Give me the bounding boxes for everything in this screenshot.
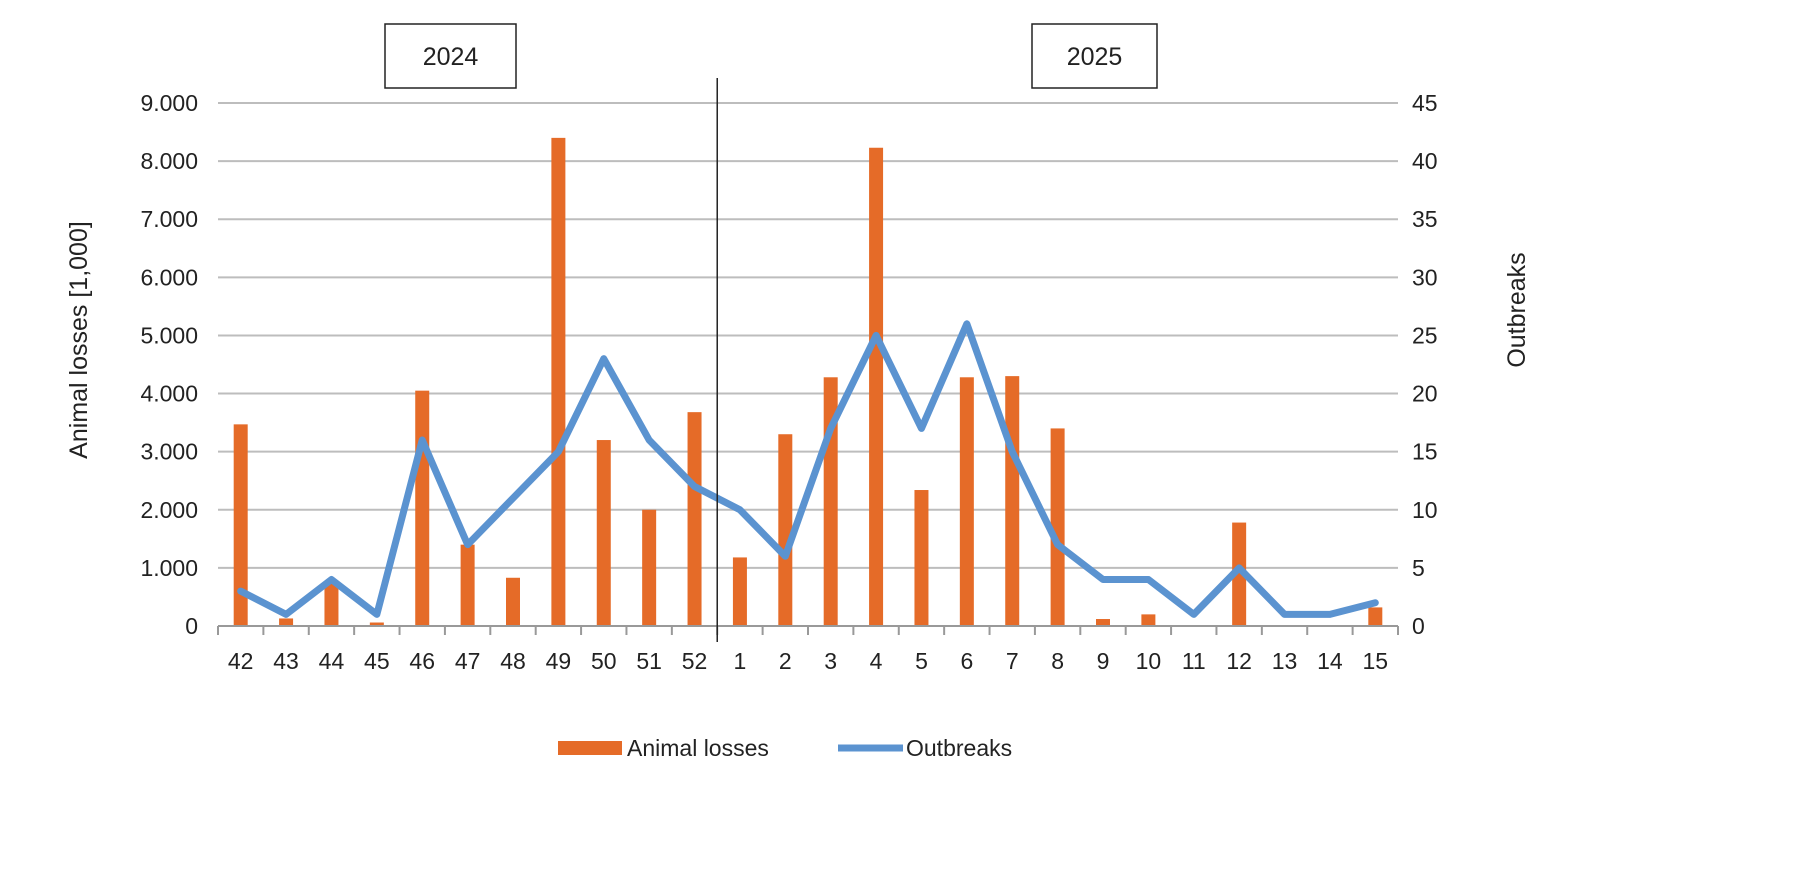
x-tick-label: 43 [273,648,299,674]
y-tick-label: 4.000 [140,381,198,407]
bars [234,138,1383,626]
x-tick-label: 51 [636,648,662,674]
legend-label-animal-losses: Animal losses [627,735,769,761]
bar-animal-losses [551,138,565,626]
x-tick-label: 48 [500,648,526,674]
x-tick-label: 2 [779,648,792,674]
bar-animal-losses [1141,614,1155,626]
x-tick-label: 11 [1182,648,1206,674]
bar-animal-losses [1005,376,1019,626]
x-tick-label: 4 [870,648,883,674]
legend: Animal losses Outbreaks [558,735,1012,761]
bar-animal-losses [914,490,928,626]
bar-animal-losses [960,377,974,626]
y-axis-title: Animal losses [1,000] [65,221,93,459]
bar-animal-losses [1096,619,1110,626]
bar-animal-losses [869,148,883,626]
bar-animal-losses [688,412,702,626]
x-tick-label: 9 [1097,648,1110,674]
legend-label-outbreaks: Outbreaks [906,735,1012,761]
x-tick-label: 3 [824,648,837,674]
x-tick-label: 46 [409,648,435,674]
x-tick-label: 14 [1317,648,1343,674]
x-tick-label: 10 [1136,648,1162,674]
y-tick-label: 5.000 [140,322,198,348]
y2-tick-label: 0 [1412,613,1425,639]
year-label: 2025 [1067,43,1123,71]
bar-animal-losses [642,510,656,626]
x-tick-label: 13 [1272,648,1298,674]
bar-animal-losses [733,557,747,626]
bar-animal-losses [461,545,475,626]
x-tick-label: 7 [1006,648,1019,674]
x-tick-label: 42 [228,648,254,674]
x-tick-label: 1 [734,648,747,674]
x-tick-label: 45 [364,648,390,674]
y2-tick-label: 10 [1412,497,1438,523]
x-tick-label: 47 [455,648,481,674]
y-tick-label: 8.000 [140,148,198,174]
bar-animal-losses [415,391,429,626]
bar-animal-losses [506,578,520,626]
legend-swatch-animal-losses [558,741,622,755]
y2-axis-title: Outbreaks [1503,252,1531,367]
x-tick-label: 8 [1051,648,1064,674]
x-tick-label: 5 [915,648,928,674]
bar-animal-losses [324,582,338,626]
y2-tick-label: 5 [1412,555,1425,581]
outbreaks-line [241,324,1376,615]
y-tick-label: 7.000 [140,206,198,232]
bar-animal-losses [778,434,792,626]
y-tick-label: 6.000 [140,264,198,290]
x-tick-label: 49 [546,648,572,674]
bar-animal-losses [1368,607,1382,626]
x-tick-label: 50 [591,648,617,674]
x-tick-label: 44 [319,648,345,674]
line-outbreaks [241,324,1376,615]
bar-animal-losses [597,440,611,626]
y-tick-label: 2.000 [140,497,198,523]
x-tick-label: 15 [1363,648,1389,674]
labels: 0 1.000 2.000 3.000 4.000 5.000 6.000 7.000 8.00… [65,24,1531,674]
y2-tick-label: 45 [1412,90,1438,116]
y2-tick-label: 15 [1412,439,1438,465]
y2-tick-label: 25 [1412,322,1438,348]
x-tick-label: 12 [1226,648,1252,674]
bar-animal-losses [279,618,293,626]
y2-tick-label: 20 [1412,381,1438,407]
y-tick-label: 9.000 [140,90,198,116]
y2-tick-label: 35 [1412,206,1438,232]
year-label: 2024 [423,43,479,71]
y-tick-label: 3.000 [140,439,198,465]
y-tick-label: 1.000 [140,555,198,581]
y2-tick-label: 30 [1412,264,1438,290]
x-tick-label: 52 [682,648,708,674]
x-tick-label: 6 [960,648,973,674]
y-tick-label: 0 [185,613,198,639]
y2-tick-label: 40 [1412,148,1438,174]
